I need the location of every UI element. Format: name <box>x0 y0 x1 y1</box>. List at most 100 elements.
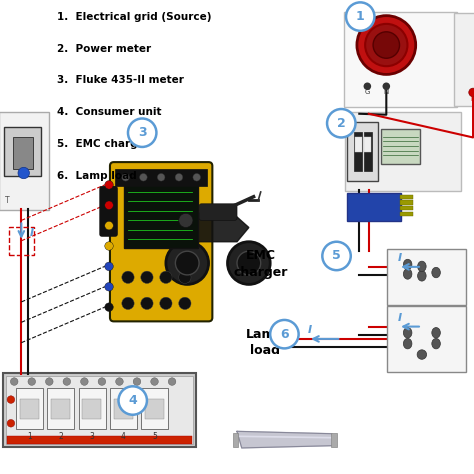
Circle shape <box>417 350 427 359</box>
Polygon shape <box>237 431 337 448</box>
Circle shape <box>118 386 147 415</box>
Circle shape <box>270 320 299 348</box>
Text: T: T <box>5 196 10 204</box>
Circle shape <box>365 24 408 66</box>
FancyBboxPatch shape <box>400 212 412 216</box>
Circle shape <box>166 242 209 284</box>
Text: G: G <box>365 90 370 95</box>
Circle shape <box>237 251 261 275</box>
Circle shape <box>139 173 147 181</box>
Circle shape <box>7 396 15 403</box>
FancyBboxPatch shape <box>100 187 117 236</box>
FancyBboxPatch shape <box>381 129 420 164</box>
FancyBboxPatch shape <box>51 399 70 419</box>
Circle shape <box>122 297 134 310</box>
FancyBboxPatch shape <box>16 388 43 429</box>
Circle shape <box>357 16 416 74</box>
FancyBboxPatch shape <box>110 388 137 429</box>
Circle shape <box>160 271 172 283</box>
FancyBboxPatch shape <box>0 112 49 210</box>
FancyBboxPatch shape <box>6 376 193 444</box>
Circle shape <box>105 303 113 311</box>
FancyBboxPatch shape <box>387 249 466 305</box>
Circle shape <box>179 297 191 310</box>
FancyBboxPatch shape <box>199 204 237 220</box>
Ellipse shape <box>403 328 412 338</box>
Text: 5.  EMC charger: 5. EMC charger <box>57 139 150 149</box>
Ellipse shape <box>432 267 440 278</box>
Circle shape <box>179 213 193 228</box>
FancyBboxPatch shape <box>13 137 33 169</box>
Circle shape <box>141 297 153 310</box>
Circle shape <box>193 173 201 181</box>
Circle shape <box>179 271 191 283</box>
FancyBboxPatch shape <box>454 13 474 106</box>
Polygon shape <box>187 209 249 242</box>
FancyBboxPatch shape <box>387 306 466 372</box>
Circle shape <box>28 378 36 385</box>
FancyBboxPatch shape <box>400 206 412 210</box>
Circle shape <box>7 419 15 427</box>
Text: 4: 4 <box>128 394 137 407</box>
Circle shape <box>133 378 141 385</box>
Ellipse shape <box>432 338 440 349</box>
FancyBboxPatch shape <box>7 436 192 444</box>
Text: 2: 2 <box>337 117 346 130</box>
Text: 1: 1 <box>27 432 32 440</box>
Circle shape <box>105 221 113 230</box>
Circle shape <box>98 378 106 385</box>
FancyBboxPatch shape <box>145 399 164 419</box>
Text: 3.  Fluke 435-II meter: 3. Fluke 435-II meter <box>57 75 184 85</box>
FancyBboxPatch shape <box>331 433 337 447</box>
FancyBboxPatch shape <box>82 399 101 419</box>
Circle shape <box>122 271 134 283</box>
Text: 6.  Lamp load: 6. Lamp load <box>57 171 137 181</box>
Text: 1: 1 <box>356 10 365 23</box>
Circle shape <box>128 118 156 147</box>
Text: I: I <box>398 313 402 323</box>
Circle shape <box>46 378 53 385</box>
FancyBboxPatch shape <box>110 162 212 321</box>
Circle shape <box>105 201 113 210</box>
Circle shape <box>105 242 113 250</box>
Circle shape <box>116 378 123 385</box>
Ellipse shape <box>403 269 412 279</box>
FancyBboxPatch shape <box>344 12 457 107</box>
Text: load: load <box>250 344 281 357</box>
Circle shape <box>81 378 88 385</box>
FancyBboxPatch shape <box>355 137 362 152</box>
Ellipse shape <box>418 261 426 272</box>
FancyBboxPatch shape <box>115 169 207 186</box>
Circle shape <box>122 173 129 181</box>
Circle shape <box>105 262 113 271</box>
Circle shape <box>469 88 474 97</box>
Text: 5: 5 <box>152 432 157 440</box>
Circle shape <box>373 32 400 58</box>
Circle shape <box>151 378 158 385</box>
FancyBboxPatch shape <box>364 132 372 171</box>
Ellipse shape <box>418 271 426 281</box>
Text: I: I <box>398 253 402 263</box>
Circle shape <box>141 271 153 283</box>
FancyBboxPatch shape <box>124 181 198 248</box>
Text: 2: 2 <box>58 432 63 440</box>
Circle shape <box>18 167 29 179</box>
Circle shape <box>175 173 182 181</box>
Text: 3: 3 <box>138 126 146 139</box>
Circle shape <box>322 242 351 270</box>
Circle shape <box>364 82 371 90</box>
Text: 2.  Power meter: 2. Power meter <box>57 44 151 54</box>
Text: charger: charger <box>234 266 288 279</box>
Circle shape <box>157 173 165 181</box>
FancyBboxPatch shape <box>47 388 74 429</box>
Ellipse shape <box>432 328 440 338</box>
Circle shape <box>346 2 374 31</box>
Circle shape <box>175 251 199 275</box>
Text: N: N <box>383 90 389 95</box>
FancyBboxPatch shape <box>141 388 168 429</box>
Text: 1.  Electrical grid (Source): 1. Electrical grid (Source) <box>57 12 211 22</box>
FancyBboxPatch shape <box>400 200 412 205</box>
Circle shape <box>160 297 172 310</box>
Text: 3: 3 <box>90 432 94 440</box>
Circle shape <box>105 283 113 291</box>
